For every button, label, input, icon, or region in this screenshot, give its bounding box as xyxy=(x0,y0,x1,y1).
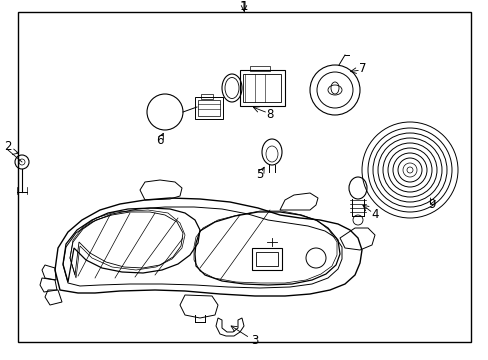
Text: 5: 5 xyxy=(256,168,263,181)
Bar xyxy=(195,97,223,119)
Text: 9: 9 xyxy=(427,198,435,211)
Bar xyxy=(243,74,281,102)
Text: 4: 4 xyxy=(370,208,378,221)
Bar xyxy=(249,66,269,71)
Bar xyxy=(198,100,220,116)
Text: 2: 2 xyxy=(4,140,12,153)
Text: 8: 8 xyxy=(266,108,273,122)
Text: 6: 6 xyxy=(156,134,163,147)
Bar xyxy=(201,94,213,99)
Text: 1: 1 xyxy=(240,0,247,13)
Text: 1: 1 xyxy=(240,0,247,13)
Text: 3: 3 xyxy=(251,333,258,346)
Bar xyxy=(256,252,278,266)
Bar xyxy=(240,70,285,106)
Bar xyxy=(251,248,282,270)
Text: 7: 7 xyxy=(359,62,366,75)
